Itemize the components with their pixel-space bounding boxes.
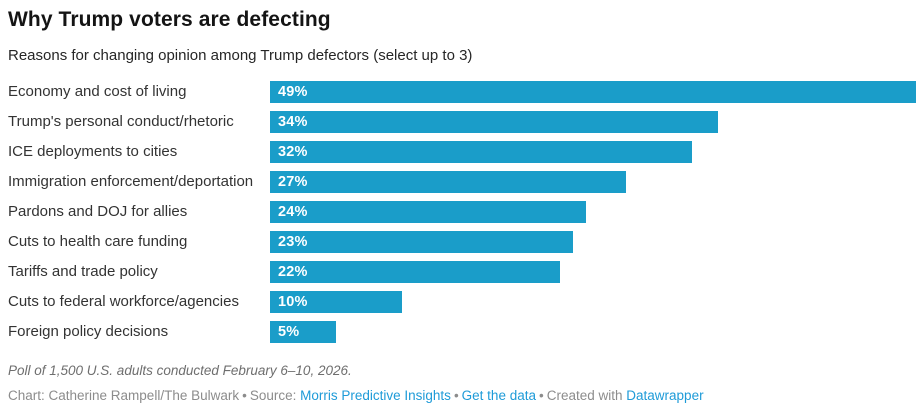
bar: 34% [270, 111, 719, 133]
chart-container: Why Trump voters are defecting Reasons f… [8, 8, 916, 405]
bar-row: ICE deployments to cities 32% [8, 141, 916, 163]
bar: 24% [270, 201, 587, 223]
category-label: Trump's personal conduct/rhetoric [8, 113, 234, 130]
source-link[interactable]: Morris Predictive Insights [300, 388, 451, 403]
separator-dot: • [453, 388, 459, 403]
chart-subtitle: Reasons for changing opinion among Trump… [8, 47, 473, 64]
bar: 27% [270, 171, 626, 193]
bar-row: Immigration enforcement/deportation 27% [8, 171, 916, 193]
category-label: Cuts to health care funding [8, 233, 188, 250]
bar-zone: 10% [270, 291, 916, 313]
chart-title: Why Trump voters are defecting [8, 8, 331, 31]
bar-zone: 22% [270, 261, 916, 283]
bar-zone: 34% [270, 111, 916, 133]
category-label: Tariffs and trade policy [8, 263, 158, 280]
get-the-data-link[interactable]: Get the data [461, 388, 536, 403]
bar-row: Cuts to federal workforce/agencies 10% [8, 291, 916, 313]
category-label: Economy and cost of living [8, 83, 187, 100]
bar-value-label: 23% [278, 234, 308, 250]
separator-dot: • [242, 388, 247, 403]
bar-value-label: 10% [278, 294, 308, 310]
bar-value-label: 34% [278, 114, 308, 130]
bar-chart: Economy and cost of living 49% Trump's p… [8, 81, 916, 343]
bar-row: Foreign policy decisions 5% [8, 321, 916, 343]
bar-value-label: 32% [278, 144, 308, 160]
bar-row: Cuts to health care funding 23% [8, 231, 916, 253]
bar-row: Pardons and DOJ for allies 24% [8, 201, 916, 223]
bar: 49% [270, 81, 916, 103]
bar-row: Economy and cost of living 49% [8, 81, 916, 103]
bar-rows: Economy and cost of living 49% Trump's p… [8, 81, 916, 343]
footnote: Poll of 1,500 U.S. adults conducted Febr… [8, 363, 352, 378]
bar-zone: 5% [270, 321, 916, 343]
bar: 22% [270, 261, 561, 283]
bar: 23% [270, 231, 574, 253]
bar-row: Tariffs and trade policy 22% [8, 261, 916, 283]
byline: Chart: Catherine Rampell/The Bulwark • Sou… [8, 387, 916, 405]
bar-value-label: 24% [278, 204, 308, 220]
bar-zone: 23% [270, 231, 916, 253]
datawrapper-link[interactable]: Datawrapper [626, 388, 704, 403]
separator-dot: • [538, 388, 544, 403]
bar-zone: 32% [270, 141, 916, 163]
category-label: Foreign policy decisions [8, 323, 169, 340]
bar-value-label: 5% [278, 324, 300, 340]
category-label: ICE deployments to cities [8, 143, 178, 160]
bar-value-label: 22% [278, 264, 308, 280]
bar-zone: 49% [270, 81, 916, 103]
bar: 10% [270, 291, 402, 313]
category-label: Pardons and DOJ for allies [8, 203, 188, 220]
chart-credit: Chart: Catherine Rampell/The Bulwark [8, 388, 240, 403]
bar-value-label: 27% [278, 174, 308, 190]
category-label: Immigration enforcement/deportation [8, 173, 254, 190]
bar-zone: 27% [270, 171, 916, 193]
bar: 5% [270, 321, 336, 343]
bar-row: Trump's personal conduct/rhetoric 34% [8, 111, 916, 133]
bar-zone: 24% [270, 201, 916, 223]
category-label: Cuts to federal workforce/agencies [8, 293, 239, 310]
source-label: Source: [249, 388, 297, 403]
bar-value-label: 49% [278, 84, 308, 100]
bar: 32% [270, 141, 692, 163]
created-with-label: Created with [546, 388, 623, 403]
